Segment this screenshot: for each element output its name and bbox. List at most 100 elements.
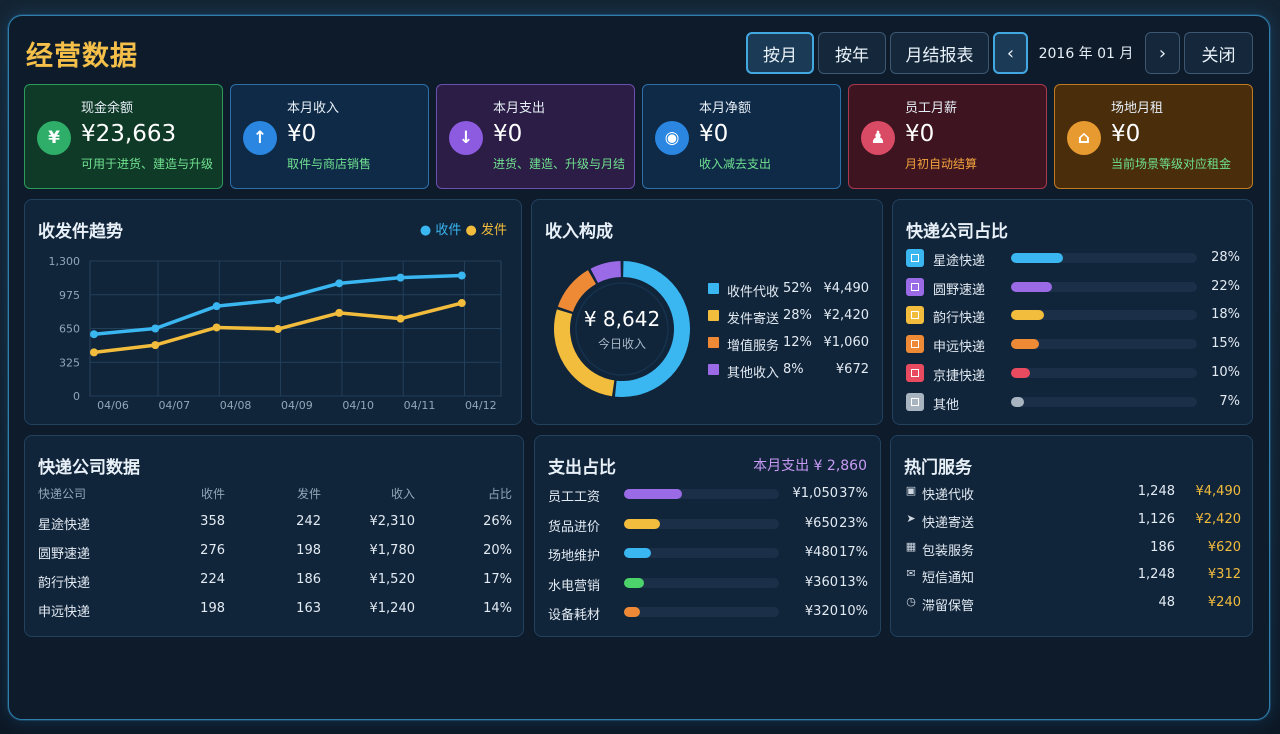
donut-slice — [590, 261, 622, 284]
badge-glyph — [911, 340, 919, 349]
table-row: 申远快递 198 163 ¥1,240 14% — [25, 601, 525, 620]
expense-amount: ¥650 — [804, 515, 838, 531]
share-bar-track — [1011, 396, 1197, 407]
stat-card: ↓ 本月支出 ¥0 进货、建造、升级与月结 — [436, 84, 635, 189]
stat-title: 本月净额 — [699, 101, 752, 116]
expense-pct: 17% — [839, 545, 868, 560]
donut-slice — [554, 309, 615, 397]
trend-title: 收发件趋势 — [38, 222, 123, 242]
by-year-button[interactable]: 按年 — [818, 32, 886, 74]
x-tick-label: 04/11 — [404, 399, 436, 412]
table-row: 韵行快递 224 186 ¥1,520 17% — [25, 572, 525, 591]
expense-bar-fill — [624, 607, 640, 617]
expense-bar-fill — [624, 548, 651, 558]
stat-value: ¥0 — [699, 121, 729, 147]
close-button[interactable]: 关闭 — [1184, 32, 1253, 74]
table-cell: 198 — [296, 543, 321, 558]
legend-name: 增值服务 — [727, 339, 780, 354]
expense-bar-track — [624, 489, 779, 499]
share-bar-track — [1011, 367, 1197, 378]
share-bar-fill — [1011, 367, 1030, 378]
table-cell: 358 — [200, 514, 225, 529]
expense-amount: ¥480 — [804, 545, 838, 560]
income-card: 收入构成 ¥ 8,642 今日收入 收件代收 52% ¥4,490 发件寄送 28% ¥2… — [531, 199, 883, 425]
y-tick-label: 325 — [59, 356, 80, 369]
period-label: 2016 年 01 月 — [1038, 46, 1134, 62]
courier-pct: 18% — [1211, 307, 1240, 323]
courier-badge-icon — [906, 335, 924, 354]
series-point — [212, 323, 221, 332]
courier-share-title: 快递公司占比 — [906, 222, 1008, 242]
person-icon: ♟ — [861, 121, 895, 155]
x-tick-label: 04/09 — [281, 399, 313, 412]
expense-name: 员工工资 — [548, 490, 601, 505]
table-cell: 韵行快递 — [38, 576, 91, 591]
x-tick-label: 04/12 — [465, 399, 497, 412]
legend-swatch — [708, 337, 719, 348]
legend-swatch — [708, 283, 719, 294]
expense-bar-track — [624, 577, 779, 588]
table-cell: 186 — [296, 572, 321, 587]
legend-pct: 8% — [783, 362, 804, 377]
table-header-cell: 收件 — [200, 487, 225, 501]
expense-bar-fill — [624, 489, 682, 499]
page-title: 经营数据 — [26, 41, 138, 72]
package-icon: ▦ — [905, 539, 917, 553]
series-point — [273, 325, 282, 334]
stat-card: ⌂ 场地月租 ¥0 当前场景等级对应租金 — [1054, 84, 1253, 189]
prev-month-button[interactable]: ‹ — [993, 32, 1028, 74]
expense-bar-fill — [624, 577, 645, 588]
table-cell: 20% — [483, 543, 512, 558]
service-amount: ¥620 — [1207, 539, 1241, 555]
service-count: 1,248 — [1137, 567, 1175, 583]
courier-table-title: 快递公司数据 — [38, 458, 140, 478]
expense-pct: 13% — [839, 574, 868, 590]
courier-badge-icon — [906, 249, 924, 267]
table-cell: 圆野速递 — [38, 547, 91, 562]
table-cell: 242 — [296, 514, 321, 529]
target-icon: ◉ — [655, 121, 689, 155]
service-amount: ¥240 — [1207, 595, 1241, 611]
expense-bar-track — [624, 607, 779, 617]
courier-pct: 28% — [1211, 250, 1240, 265]
badge-glyph — [911, 397, 919, 406]
legend-swatch — [708, 310, 719, 321]
series-point — [273, 295, 282, 304]
courier-pct: 22% — [1211, 278, 1240, 294]
share-bar-fill — [1011, 339, 1039, 350]
service-name: 快递代收 — [922, 488, 975, 503]
expense-amount: ¥360 — [804, 574, 838, 590]
table-cell: ¥1,240 — [369, 601, 416, 616]
y-tick-label: 650 — [59, 323, 80, 336]
legend-amount: ¥1,060 — [823, 335, 870, 350]
next-month-button[interactable]: › — [1145, 32, 1180, 74]
courier-name: 其他 — [933, 397, 960, 413]
by-month-button[interactable]: 按月 — [746, 32, 814, 74]
monthly-report-button[interactable]: 月结报表 — [890, 32, 989, 74]
expense-pct: 23% — [839, 515, 868, 531]
expense-amount: ¥1,050 — [792, 486, 839, 501]
x-tick-label: 04/10 — [342, 399, 374, 412]
legend-name: 其他收入 — [727, 366, 780, 381]
legend-pct: 52% — [783, 281, 812, 296]
stat-subtitle: 取件与商店销售 — [287, 157, 372, 171]
income-center-label: 今日收入 — [597, 337, 646, 351]
stat-value: ¥0 — [1111, 121, 1141, 147]
legend-amount: ¥672 — [835, 362, 869, 377]
expense-pct: 37% — [839, 486, 868, 501]
series-point — [396, 273, 405, 282]
expense-amount: ¥320 — [804, 604, 838, 619]
expense-name: 货品进价 — [548, 519, 601, 535]
courier-badge-icon — [906, 363, 924, 382]
table-header-cell: 发件 — [296, 487, 321, 501]
trend-legend: ● 收件 ● 发件 — [420, 219, 507, 238]
expense-pct: 10% — [839, 604, 868, 619]
x-tick-label: 04/06 — [97, 399, 129, 412]
table-cell: 17% — [483, 572, 512, 587]
service-name: 快递寄送 — [922, 515, 975, 531]
house-icon: ⌂ — [1067, 121, 1101, 155]
table-row: 星途快递 358 242 ¥2,310 26% — [25, 514, 525, 533]
service-count: 48 — [1158, 595, 1175, 611]
stat-value: ¥0 — [493, 121, 523, 147]
legend-send-dot: ● — [465, 223, 477, 238]
